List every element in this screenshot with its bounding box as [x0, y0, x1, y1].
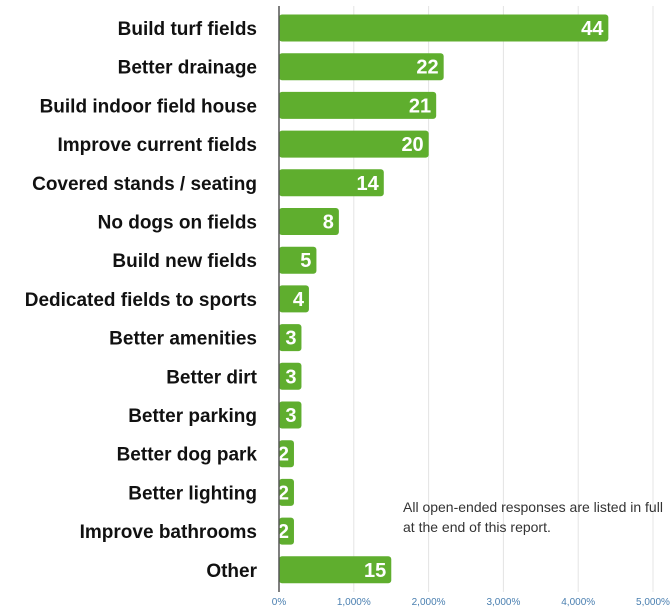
bar-value-label: 2 [278, 482, 289, 504]
category-label: Dedicated fields to sports [25, 290, 257, 311]
category-label: Better lighting [128, 483, 257, 504]
category-label: Better drainage [118, 58, 257, 79]
x-tick-label: 5,000% [636, 597, 670, 608]
category-label: Build turf fields [118, 19, 257, 40]
bar [279, 130, 429, 158]
x-tick-label: 3,000% [486, 597, 520, 608]
category-label: Build indoor field house [40, 96, 257, 117]
category-label: Better amenities [109, 329, 257, 350]
x-tick-label: 1,000% [337, 597, 371, 608]
bar [279, 517, 294, 545]
bar-value-label: 4 [293, 289, 305, 311]
bar [279, 440, 294, 468]
category-label: Build new fields [112, 251, 257, 272]
x-tick-label: 0% [272, 597, 287, 608]
bar-value-label: 14 [357, 173, 380, 195]
bar-value-label: 44 [581, 18, 604, 40]
bar [279, 14, 609, 42]
bar-value-label: 22 [416, 57, 438, 79]
bar [279, 169, 384, 197]
category-label: No dogs on fields [98, 213, 257, 234]
bar-value-label: 21 [409, 95, 431, 117]
bar-value-label: 8 [323, 212, 334, 234]
bar-value-label: 15 [364, 560, 386, 582]
x-tick-label: 4,000% [561, 597, 595, 608]
category-label: Other [206, 561, 257, 582]
bar [279, 208, 339, 235]
bar-value-label: 2 [278, 444, 289, 466]
bar [279, 246, 317, 274]
bar [279, 53, 444, 81]
category-label: Better dirt [166, 367, 257, 388]
bar [279, 478, 294, 506]
category-label: Better parking [128, 406, 257, 427]
bar-value-label: 3 [285, 328, 296, 350]
bar [279, 362, 302, 390]
bar-value-label: 5 [300, 250, 311, 272]
category-label: Better dog park [117, 445, 258, 466]
bar [279, 556, 392, 584]
bar-value-label: 20 [401, 134, 423, 156]
chart-annotation: All open-ended responses are listed in f… [403, 499, 663, 535]
bar [279, 91, 437, 119]
x-tick-label: 2,000% [412, 597, 446, 608]
category-label: Improve current fields [57, 135, 257, 156]
bar-value-label: 2 [278, 521, 289, 543]
bar [279, 285, 309, 313]
bar-value-label: 3 [285, 405, 296, 427]
bar-value-label: 3 [285, 366, 296, 388]
bar [279, 401, 302, 429]
category-label: Improve bathrooms [80, 522, 257, 543]
category-label: Covered stands / seating [32, 174, 257, 195]
bar [279, 324, 302, 352]
